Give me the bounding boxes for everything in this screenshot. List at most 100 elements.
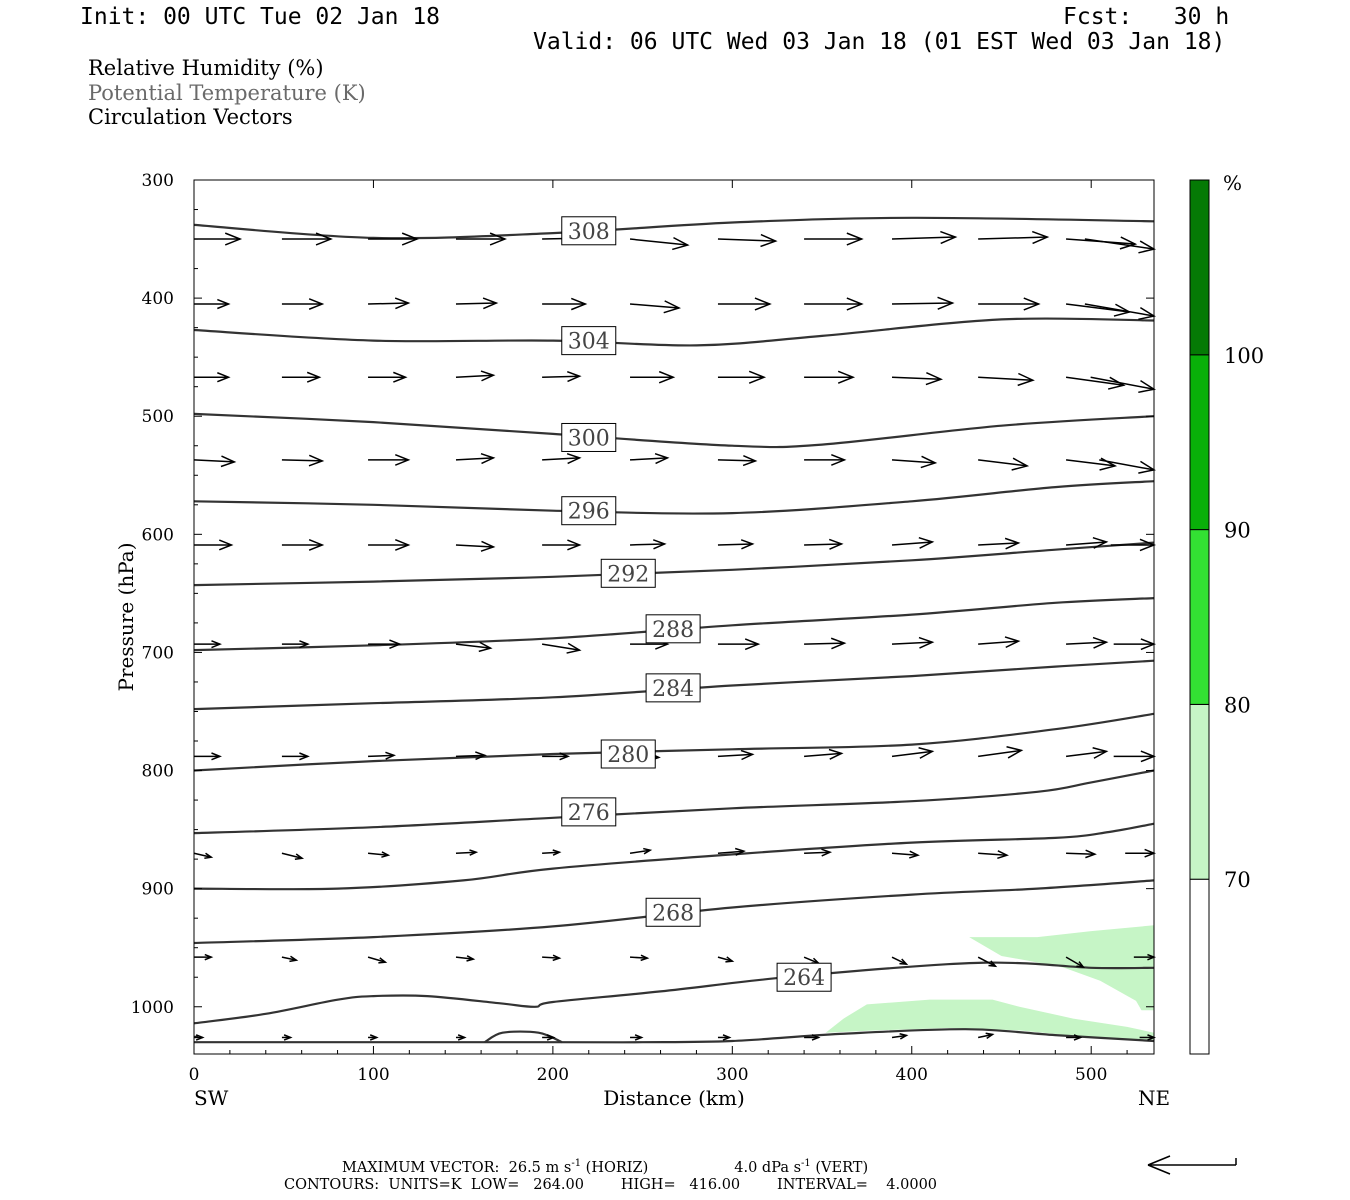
theta-contour-264 (193, 961, 1155, 1025)
vector-arrow (368, 371, 408, 383)
vector-arrow (804, 232, 864, 246)
vector-arrow (891, 230, 958, 245)
vector-arrow (194, 298, 231, 310)
colorbar-segment-1 (1189, 703, 1210, 880)
vector-arrow (891, 1033, 909, 1040)
vector-arrow (891, 956, 909, 966)
contour-label-box-264 (776, 962, 832, 992)
init-time: Init: 00 UTC Tue 02 Jan 18 (80, 4, 441, 30)
vector-arrow (978, 636, 1021, 649)
rh-shading-layer (825, 925, 1154, 1040)
vector-arrow (717, 233, 778, 248)
vector-arrow (1099, 459, 1156, 474)
contour-label-box-276 (561, 797, 617, 827)
vector-arrow (1066, 636, 1109, 649)
vector-arrow (804, 538, 844, 550)
vector-arrow (978, 850, 1009, 860)
vector-arrow (542, 539, 582, 551)
theta-contour-260 (194, 1028, 1155, 1044)
reference-vector-arrow (1147, 1155, 1237, 1175)
vector-arrow (629, 452, 670, 465)
plot-frame (193, 179, 1155, 1055)
vector-arrow (455, 751, 487, 761)
contour-label-300: 300 (568, 426, 610, 451)
y-tick-label: 400 (142, 289, 174, 309)
vector-arrow (542, 297, 588, 311)
vector-arrow (717, 749, 755, 761)
contour-label-292: 292 (607, 562, 649, 587)
vector-arrow (281, 371, 322, 383)
colorbar-segment-0 (1189, 878, 1210, 1055)
vector-arrow (891, 372, 943, 386)
vector-arrow (804, 370, 856, 384)
rh-colorbar: 70 80 90 100% (1189, 171, 1264, 1055)
vector-arrow (281, 298, 325, 310)
contour-label-box-284 (645, 673, 701, 703)
vector-arrow (804, 637, 847, 650)
vector-arrow (978, 230, 1050, 245)
colorbar-label-80: 80 (1224, 693, 1251, 717)
vector-arrow (1110, 538, 1157, 552)
contour-label-296: 296 (568, 500, 610, 525)
vector-arrow (1065, 457, 1118, 471)
vector-arrow (455, 540, 496, 552)
vector-arrow (193, 455, 237, 468)
vector-arrow (542, 954, 562, 962)
colorbar-unit-label: % (1223, 171, 1242, 195)
vector-arrow (367, 956, 388, 964)
vector-arrow (629, 236, 690, 251)
vector-arrow (1125, 848, 1157, 858)
vector-arrow (194, 1034, 205, 1041)
vector-arrow (281, 955, 299, 963)
vector-arrow (368, 232, 420, 246)
x-axis-label: Distance (km) (603, 1086, 745, 1110)
y-tick-label: 700 (142, 643, 174, 663)
contour-label-layer: 308 304 300 296 292 288 284 280 276 268 264 (561, 216, 832, 992)
vector-arrow (455, 297, 499, 310)
vector-arrow (1066, 236, 1138, 250)
theta-contour-296 (193, 480, 1155, 515)
vector-arrow (717, 638, 761, 651)
vector-arrow (193, 852, 214, 860)
vector-arrow (717, 455, 758, 467)
vector-arrow (194, 232, 243, 246)
vector-arrow (978, 745, 1024, 759)
colorbar-label-70: 70 (1224, 868, 1251, 892)
theta-contour-layer (193, 216, 1155, 1044)
y-tick-label: 900 (142, 880, 174, 900)
vector-arrow (455, 370, 496, 382)
vector-arrow (1065, 956, 1086, 969)
valid-time: Valid: 06 UTC Wed 03 Jan 18 (01 EST Wed … (533, 29, 1226, 55)
x-right-end-label: NE (1138, 1086, 1170, 1110)
x-tick-label: 100 (357, 1065, 389, 1085)
vector-arrow (281, 852, 305, 860)
vector-arrow (1066, 1034, 1083, 1041)
contour-label-288: 288 (652, 618, 694, 643)
y-tick-label: 600 (142, 525, 174, 545)
vector-arrow (281, 454, 325, 467)
x-axis: 0 100 200 300 400 500 (189, 180, 1128, 1085)
vector-arrow (281, 232, 333, 246)
vector-arrow (892, 296, 955, 310)
vector-arrow (629, 300, 682, 314)
x-left-end-label: SW (194, 1086, 229, 1110)
vector-arrow (977, 1032, 995, 1039)
forecast-hour: Fcst: 30 h (1063, 4, 1230, 30)
vector-arrow (978, 372, 1035, 387)
vector-arrow (281, 1034, 293, 1041)
vector-arrow (194, 372, 231, 383)
theta-contour-288 (193, 597, 1155, 652)
vector-arrow (717, 539, 755, 550)
theta-contour-292 (193, 541, 1155, 587)
colorbar-segment-3 (1189, 354, 1210, 531)
vector-arrow (978, 537, 1021, 550)
x-tick-label: 500 (1075, 1065, 1107, 1085)
x-tick-label: 200 (537, 1065, 569, 1085)
rh-region-0 (969, 925, 1154, 1011)
contour-label-284: 284 (652, 677, 694, 702)
vector-arrow (542, 371, 582, 383)
vector-arrow (630, 370, 676, 384)
vector-arrow (978, 297, 1041, 311)
vector-arrow (368, 1034, 379, 1041)
